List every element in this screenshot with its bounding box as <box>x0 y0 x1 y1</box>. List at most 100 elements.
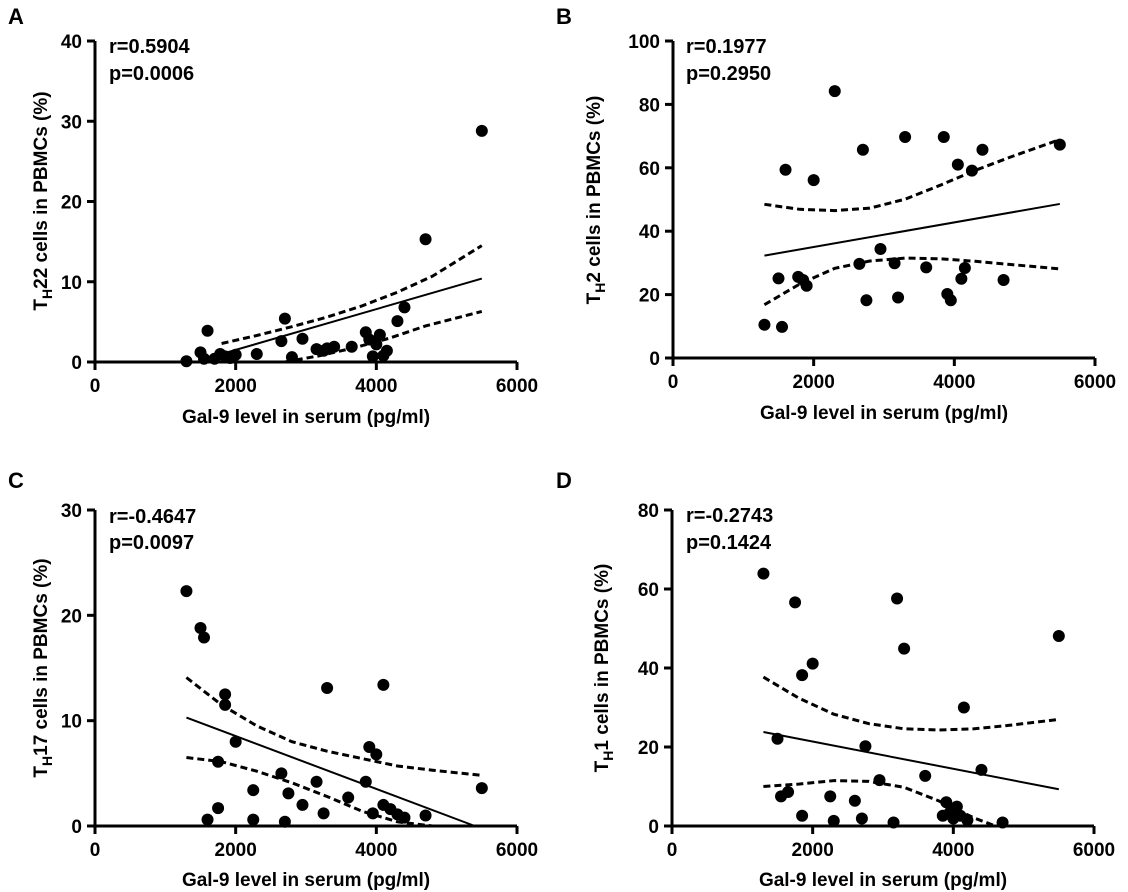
x-tick-label: 0 <box>667 840 678 861</box>
data-point <box>296 332 309 345</box>
data-point <box>776 320 789 333</box>
data-point <box>937 131 950 144</box>
data-point <box>919 769 932 782</box>
y-tick-label: 30 <box>61 112 82 133</box>
data-point <box>860 294 873 307</box>
r-value: r=-0.2743 <box>686 505 773 527</box>
data-point <box>782 786 795 799</box>
y-tick-label: 10 <box>61 712 82 733</box>
y-tick-label: 60 <box>638 580 659 601</box>
data-point <box>859 740 872 753</box>
data-point <box>285 351 298 364</box>
data-point <box>180 355 193 368</box>
data-point <box>370 748 383 761</box>
y-tick-label: 10 <box>61 273 82 294</box>
panel-label: A <box>8 4 24 29</box>
p-value: p=0.1424 <box>686 532 772 554</box>
ci-upper-curve <box>762 675 1059 732</box>
data-point <box>957 701 970 714</box>
regression-line <box>221 277 483 355</box>
data-point <box>827 814 840 827</box>
data-point <box>976 143 989 156</box>
x-tick-label: 6000 <box>496 376 538 397</box>
data-point <box>828 85 841 98</box>
data-point <box>419 809 432 822</box>
x-axis-label: Gal-9 level in serum (pg/ml) <box>759 870 1007 891</box>
data-point <box>212 755 225 768</box>
data-point <box>229 735 242 748</box>
y-axis-label: TH22 cells in PBMCs (%) <box>31 91 55 310</box>
y-tick-label: 100 <box>628 32 660 53</box>
y-tick-label: 0 <box>71 353 82 374</box>
x-tick-label: 0 <box>90 376 101 397</box>
p-value: p=0.2950 <box>686 63 771 85</box>
data-point <box>997 274 1010 287</box>
y-tick-label: 40 <box>638 659 659 680</box>
data-point <box>475 782 488 795</box>
panel-label: C <box>8 468 24 493</box>
x-tick-label: 0 <box>668 372 679 393</box>
data-point <box>940 796 953 809</box>
panel-c: C r=-0.4647 p=0.0097 Gal-9 level in seru… <box>8 468 538 891</box>
data-point <box>250 347 263 360</box>
data-point <box>955 272 968 285</box>
ci-upper-curve <box>764 138 1061 213</box>
y-tick-label: 20 <box>61 193 82 214</box>
data-point <box>996 816 1009 829</box>
data-point <box>891 592 904 605</box>
x-tick-label: 4000 <box>355 840 397 861</box>
panel-label: D <box>556 468 572 493</box>
x-tick-label: 2000 <box>215 376 257 397</box>
y-tick-label: 0 <box>649 349 660 370</box>
data-point <box>824 790 837 803</box>
data-point <box>201 324 214 337</box>
data-point <box>779 163 792 176</box>
data-point <box>771 732 784 745</box>
data-point <box>377 678 390 691</box>
ci-upper-curve <box>221 244 483 345</box>
x-tick-label: 6000 <box>1073 840 1115 861</box>
data-point <box>848 794 861 807</box>
data-point <box>345 340 358 353</box>
x-tick-label: 0 <box>90 840 101 861</box>
data-point <box>961 814 974 827</box>
data-point <box>796 669 809 682</box>
data-point <box>275 335 288 348</box>
data-point <box>201 813 214 826</box>
regression-line <box>186 716 476 827</box>
data-point <box>806 657 819 670</box>
y-tick-label: 30 <box>61 501 82 522</box>
data-point <box>198 352 211 365</box>
data-point <box>342 791 355 804</box>
y-tick-label: 80 <box>638 501 659 522</box>
data-point <box>920 261 933 274</box>
p-value: p=0.0097 <box>109 532 194 554</box>
data-point <box>888 257 901 270</box>
y-tick-label: 0 <box>71 817 82 838</box>
data-point <box>321 682 334 695</box>
data-point <box>892 291 905 304</box>
x-tick-label: 2000 <box>792 840 834 861</box>
y-tick-label: 20 <box>638 738 659 759</box>
data-point <box>198 631 211 644</box>
data-point <box>278 312 291 325</box>
data-point <box>475 124 488 137</box>
data-point <box>1053 138 1066 151</box>
data-point <box>391 315 404 328</box>
data-point <box>310 775 323 788</box>
data-point <box>212 802 225 815</box>
data-point <box>366 807 379 820</box>
data-point <box>419 233 432 246</box>
data-point <box>796 809 809 822</box>
data-point <box>282 787 295 800</box>
ci-lower-curve <box>763 256 1060 306</box>
data-point <box>373 328 386 341</box>
x-tick-label: 2000 <box>793 372 835 393</box>
regression-line <box>764 202 1061 257</box>
y-axis-label: TH17 cells in PBMCs (%) <box>31 558 55 777</box>
x-tick-label: 6000 <box>1074 372 1116 393</box>
data-point <box>296 798 309 811</box>
data-point <box>370 338 383 351</box>
data-point <box>398 811 411 824</box>
data-point <box>800 279 813 292</box>
